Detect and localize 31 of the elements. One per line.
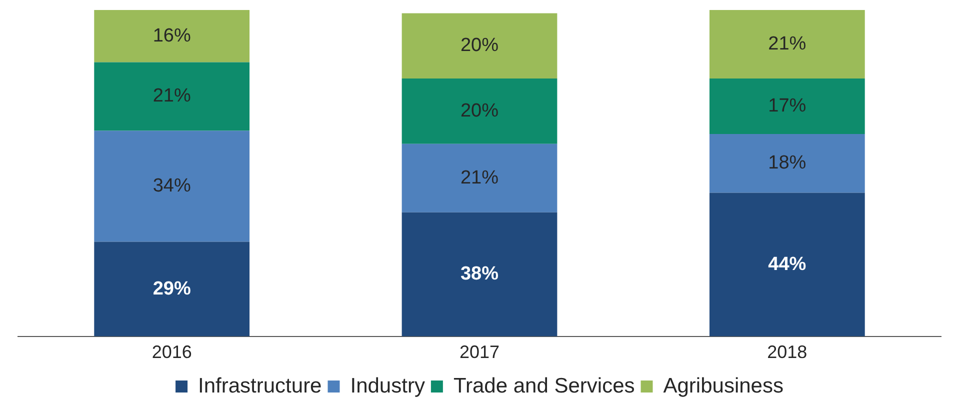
x-tick-label: 2018 [767,342,808,362]
bar [402,144,558,212]
bar [94,62,250,131]
data-label: 29% [152,278,191,300]
bar [94,130,250,242]
bar [94,10,250,62]
data-label: 38% [460,264,499,285]
bar [402,78,558,144]
legend-label: Industry [350,374,426,398]
legend-label: Trade and Services [453,374,635,398]
legend-label: Infrastructure [198,374,322,398]
data-label: 44% [768,254,806,275]
bar [94,242,250,336]
bar [402,212,558,336]
data-label: 17% [768,96,806,117]
data-label: 21% [768,34,806,55]
data-label: 16% [152,25,191,46]
bar [402,13,558,79]
x-tick-label: 2017 [459,342,500,362]
x-tick-label: 2016 [152,342,192,362]
data-label: 21% [152,86,191,107]
bar [709,10,865,79]
data-label: 18% [768,152,806,174]
bar [709,134,865,193]
data-label: 21% [460,167,499,188]
legend-label: Agribusiness [663,374,784,398]
bar [709,78,865,134]
data-label: 20% [460,35,499,56]
bar [709,192,865,336]
data-label: 34% [152,175,191,196]
data-label: 20% [460,100,499,122]
